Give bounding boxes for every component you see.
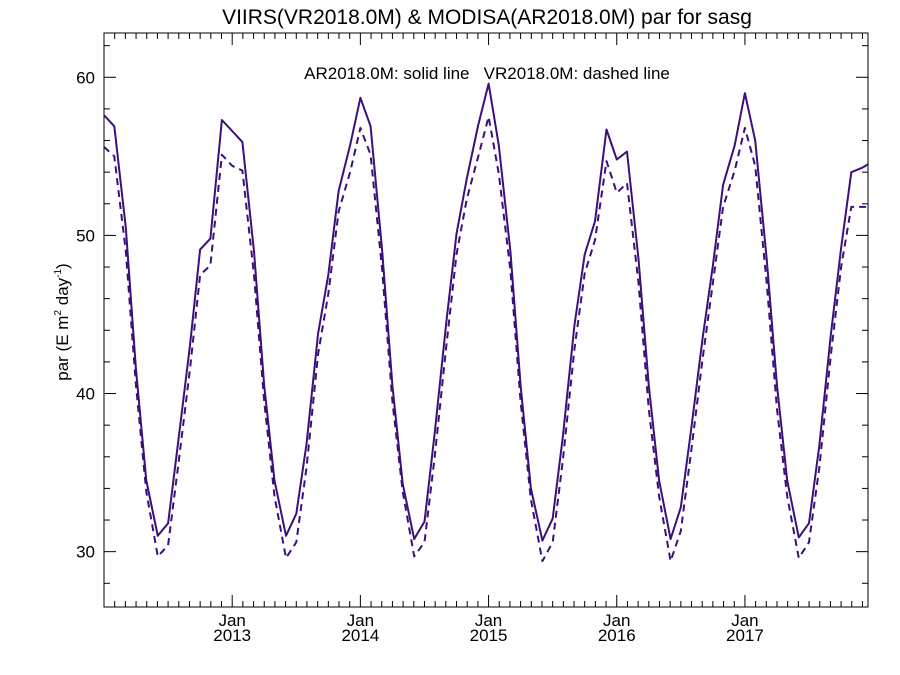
tick-layer: 30405060Jan2013Jan2014Jan2015Jan2016Jan2… xyxy=(76,33,868,645)
series-annotation: AR2018.0M: solid line VR2018.0M: dashed … xyxy=(304,64,670,83)
x-tick-label-year: 2017 xyxy=(726,626,764,645)
y-axis-label: par (E m2 day-1) xyxy=(53,263,72,380)
plot-border xyxy=(103,32,869,608)
y-axis-label-suffix: ) xyxy=(53,263,72,269)
x-tick-label-month: Jan xyxy=(218,611,245,630)
x-tick-label-year: 2013 xyxy=(213,626,251,645)
x-tick-label-month: Jan xyxy=(475,611,502,630)
y-axis-label-sup1: 2 xyxy=(53,310,64,316)
y-axis-label-middle: day xyxy=(53,277,72,310)
x-tick-label-month: Jan xyxy=(603,611,630,630)
y-tick-label: 40 xyxy=(76,385,95,404)
y-axis-label-sup2: -1 xyxy=(53,269,64,278)
x-tick-label-year: 2016 xyxy=(598,626,636,645)
plot-frame xyxy=(103,32,869,608)
x-tick-label-year: 2015 xyxy=(470,626,508,645)
x-tick-label-month: Jan xyxy=(347,611,374,630)
y-tick-label: 30 xyxy=(76,543,95,562)
y-tick-label: 50 xyxy=(76,226,95,245)
chart-title: VIIRS(VR2018.0M) & MODISA(AR2018.0M) par… xyxy=(222,6,752,29)
series-line-dashed xyxy=(104,115,868,563)
series-layer xyxy=(104,82,868,563)
x-tick-label-year: 2014 xyxy=(341,626,379,645)
x-tick-label-month: Jan xyxy=(731,611,758,630)
y-tick-label: 60 xyxy=(76,68,95,87)
series-line-solid xyxy=(104,82,868,542)
y-axis-label-prefix: par (E m xyxy=(53,316,72,381)
